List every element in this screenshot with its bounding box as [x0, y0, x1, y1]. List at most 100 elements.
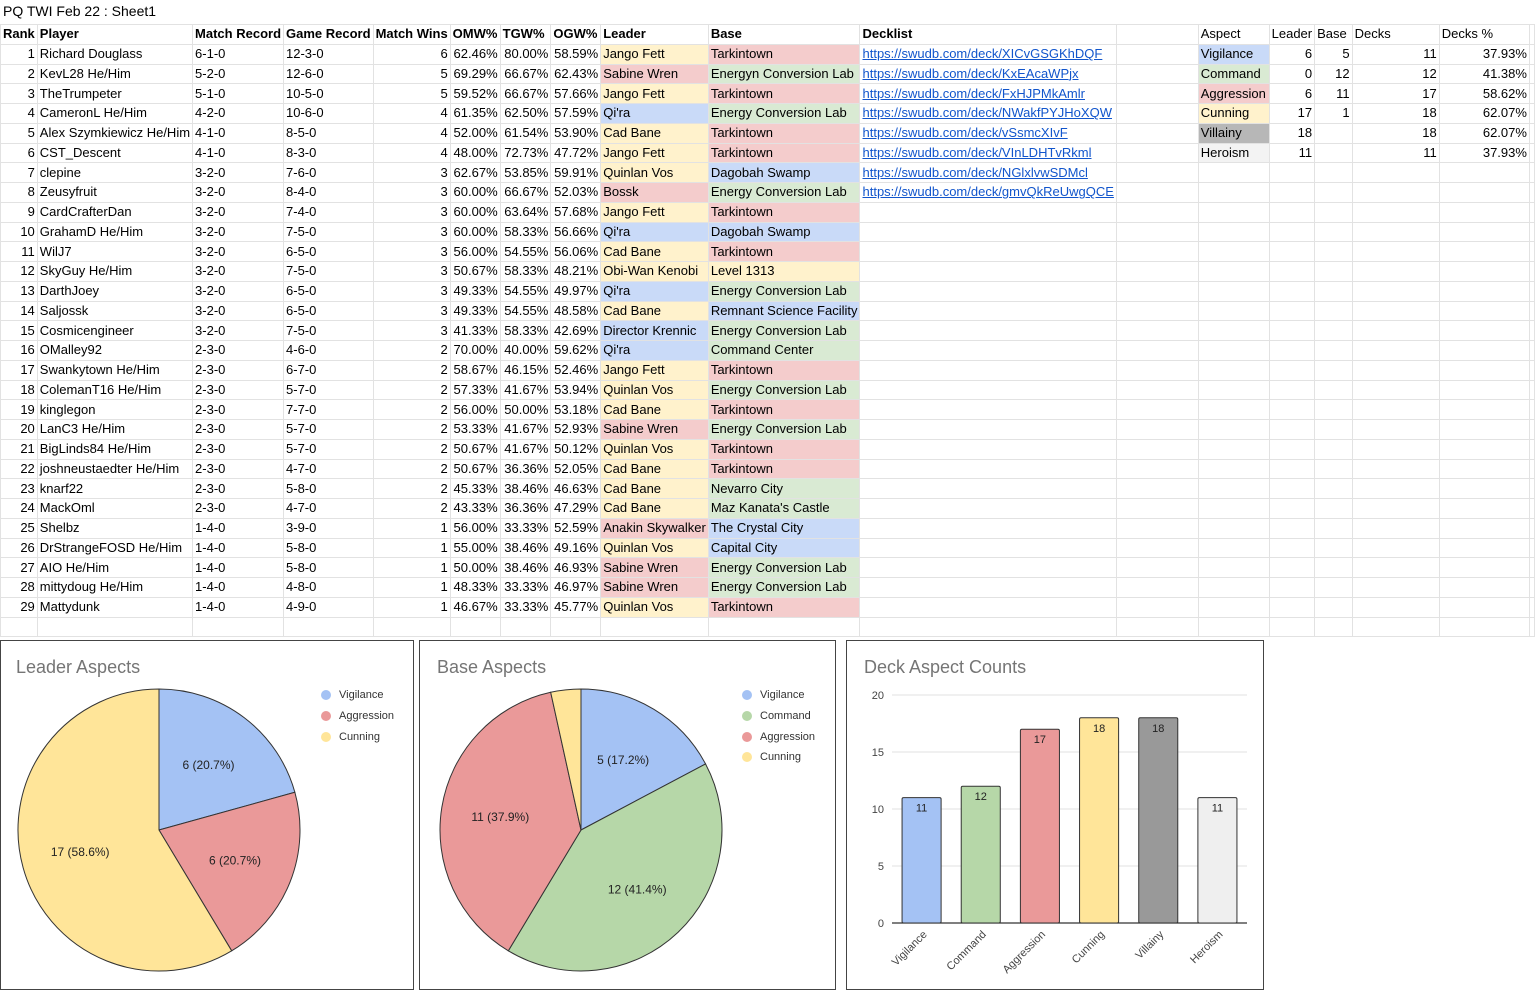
player-cell[interactable]: ColemanT16 He/Him [36, 379, 194, 401]
game-record-cell[interactable]: 6-5-0 [283, 300, 374, 322]
leader-cell[interactable]: Qi'ra [600, 221, 709, 243]
rank-cell[interactable]: 21 [0, 438, 38, 460]
player-cell[interactable]: BigLinds84 He/Him [36, 438, 194, 460]
rank-cell[interactable]: 5 [0, 122, 38, 144]
tgw-cell[interactable]: 41.67% [499, 419, 552, 440]
omw-cell[interactable]: 50.67% [449, 261, 501, 282]
aspect-leader-count[interactable]: 6 [1268, 43, 1316, 65]
empty-cell[interactable] [1438, 261, 1530, 282]
decklist-cell[interactable] [859, 498, 1117, 519]
aspect-name-cell[interactable]: Heroism [1197, 142, 1270, 164]
aspect-column-header[interactable]: Leader [1268, 24, 1316, 45]
rank-cell[interactable]: 23 [0, 478, 38, 499]
empty-cell[interactable] [1351, 201, 1440, 223]
decklist-cell[interactable]: https://swudb.com/deck/KxEAcaWPjx [859, 63, 1117, 85]
empty-cell[interactable] [1268, 577, 1316, 598]
empty-cell[interactable] [1528, 557, 1535, 578]
decklist-cell[interactable] [859, 596, 1117, 618]
empty-cell[interactable] [1528, 103, 1535, 124]
empty-cell[interactable] [1438, 221, 1530, 243]
leader-cell[interactable]: Quinlan Vos [600, 162, 709, 183]
ogw-cell[interactable]: 52.05% [550, 458, 602, 480]
empty-cell[interactable] [1115, 103, 1199, 124]
tgw-cell[interactable]: 61.54% [499, 122, 552, 144]
empty-cell[interactable] [1528, 83, 1535, 104]
decklist-link[interactable]: https://swudb.com/deck/XICvGSGKhDQF [862, 46, 1103, 62]
omw-cell[interactable]: 53.33% [449, 419, 501, 440]
decklist-link[interactable]: https://swudb.com/deck/NGlxlvwSDMcl [862, 164, 1088, 180]
base-cell[interactable]: Tarkintown [707, 83, 861, 104]
leader-cell[interactable]: Quinlan Vos [600, 438, 709, 460]
empty-cell[interactable] [1351, 498, 1440, 519]
game-record-cell[interactable]: 4-7-0 [283, 498, 374, 519]
empty-cell[interactable] [1438, 201, 1530, 223]
empty-cell[interactable] [1528, 577, 1535, 598]
player-cell[interactable]: DrStrangeFOSD He/Him [36, 537, 194, 559]
decklist-cell[interactable] [859, 379, 1117, 401]
aspect-decks-count[interactable]: 17 [1351, 83, 1440, 104]
match-record-cell[interactable]: 3-2-0 [192, 241, 285, 262]
base-cell[interactable]: Energyn Conversion Lab [707, 63, 861, 85]
empty-cell[interactable] [1197, 458, 1270, 480]
empty-cell[interactable] [1438, 241, 1530, 262]
match-wins-cell[interactable]: 1 [372, 517, 451, 539]
match-wins-cell[interactable]: 4 [372, 103, 451, 124]
ogw-cell[interactable]: 57.59% [550, 103, 602, 124]
omw-cell[interactable]: 46.67% [449, 596, 501, 618]
empty-cell[interactable] [1438, 616, 1530, 638]
tgw-cell[interactable]: 38.46% [499, 537, 552, 559]
match-wins-cell[interactable]: 4 [372, 142, 451, 164]
base-cell[interactable]: Tarkintown [707, 458, 861, 480]
tgw-cell[interactable]: 80.00% [499, 43, 552, 65]
game-record-cell[interactable]: 8-5-0 [283, 122, 374, 144]
match-wins-cell[interactable]: 2 [372, 399, 451, 420]
empty-cell[interactable] [1314, 577, 1353, 598]
empty-cell[interactable] [1314, 359, 1353, 381]
empty-cell[interactable] [859, 616, 1117, 638]
empty-cell[interactable] [1197, 596, 1270, 618]
aspect-base-count[interactable]: 12 [1314, 63, 1353, 85]
match-wins-cell[interactable]: 1 [372, 577, 451, 598]
base-cell[interactable]: Nevarro City [707, 478, 861, 499]
deck-aspect-counts-chart[interactable]: Deck Aspect Counts 0 5 10 15 20 11 Vigilance 12… [846, 640, 1264, 990]
column-header[interactable]: Base [707, 24, 861, 45]
player-cell[interactable]: WilJ7 [36, 241, 194, 262]
aspect-decks-pct[interactable]: 58.62% [1438, 83, 1530, 104]
column-header[interactable]: Game Record [283, 24, 374, 45]
base-cell[interactable]: Energy Conversion Lab [707, 557, 861, 578]
empty-cell[interactable] [1197, 438, 1270, 460]
game-record-cell[interactable]: 8-3-0 [283, 142, 374, 164]
match-wins-cell[interactable]: 2 [372, 340, 451, 361]
game-record-cell[interactable]: 5-8-0 [283, 537, 374, 559]
empty-cell[interactable] [1115, 162, 1199, 183]
empty-cell[interactable] [1268, 517, 1316, 539]
match-record-cell[interactable]: 5-1-0 [192, 83, 285, 104]
empty-cell[interactable] [1438, 557, 1530, 578]
game-record-cell[interactable]: 12-6-0 [283, 63, 374, 85]
empty-cell[interactable] [1115, 596, 1199, 618]
aspect-decks-pct[interactable]: 62.07% [1438, 122, 1530, 144]
empty-cell[interactable] [1438, 162, 1530, 183]
base-cell[interactable]: Tarkintown [707, 142, 861, 164]
rank-cell[interactable]: 20 [0, 419, 38, 440]
leader-cell[interactable]: Quinlan Vos [600, 537, 709, 559]
empty-cell[interactable] [449, 616, 501, 638]
ogw-cell[interactable]: 62.43% [550, 63, 602, 85]
game-record-cell[interactable]: 7-6-0 [283, 162, 374, 183]
empty-cell[interactable] [1528, 596, 1535, 618]
match-wins-cell[interactable]: 3 [372, 280, 451, 302]
ogw-cell[interactable]: 58.59% [550, 43, 602, 65]
empty-cell[interactable] [1197, 201, 1270, 223]
empty-cell[interactable] [1528, 359, 1535, 381]
decklist-cell[interactable] [859, 359, 1117, 381]
omw-cell[interactable]: 60.00% [449, 221, 501, 243]
empty-cell[interactable] [1197, 577, 1270, 598]
omw-cell[interactable]: 55.00% [449, 537, 501, 559]
column-header[interactable]: Rank [0, 24, 38, 45]
base-cell[interactable]: Energy Conversion Lab [707, 419, 861, 440]
legend-item-cunning[interactable]: Cunning [742, 747, 815, 768]
aspect-leader-count[interactable]: 18 [1268, 122, 1316, 144]
omw-cell[interactable]: 52.00% [449, 122, 501, 144]
empty-cell[interactable] [1528, 122, 1535, 144]
empty-cell[interactable] [1528, 340, 1535, 361]
